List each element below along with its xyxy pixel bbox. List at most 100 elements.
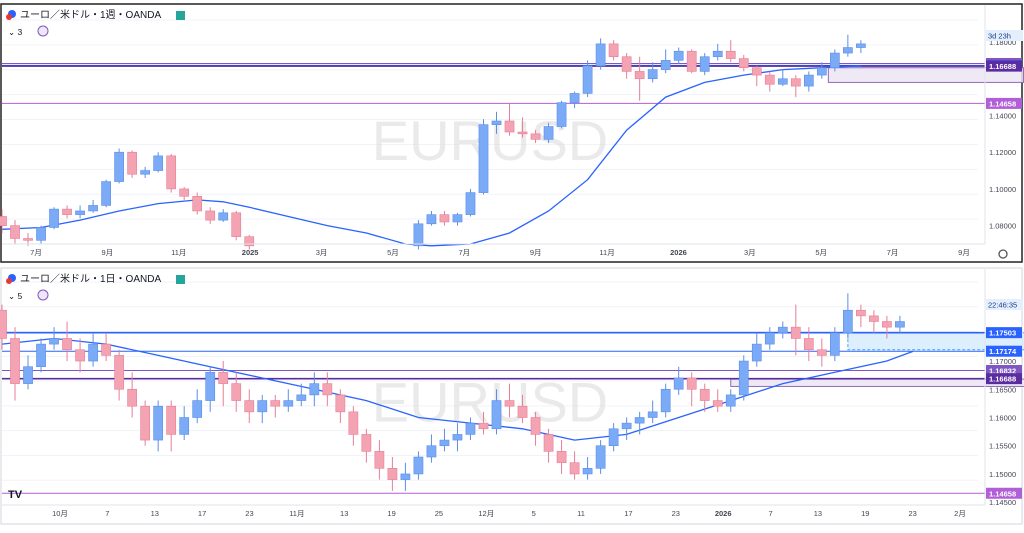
- candle-body: [23, 366, 33, 384]
- candle-body: [569, 462, 580, 475]
- market-status-icon[interactable]: [176, 11, 185, 20]
- candle: [517, 394, 528, 424]
- chart-title[interactable]: ユーロ／米ドル・1日・OANDA: [20, 272, 161, 285]
- candle-body: [491, 400, 502, 430]
- candle: [790, 75, 801, 98]
- candle: [569, 91, 580, 109]
- price-label-badge: [986, 487, 1022, 499]
- candle-body: [179, 417, 190, 435]
- candle-body: [127, 388, 137, 407]
- indicator-toggle[interactable]: ⌄ 5: [8, 291, 22, 301]
- candle: [348, 406, 359, 446]
- chart-title[interactable]: ユーロ／米ドル・1週・OANDA: [20, 8, 161, 21]
- x-tick-label: 7: [768, 509, 772, 518]
- candle: [49, 207, 59, 230]
- candle: [673, 366, 684, 395]
- candle-body: [556, 102, 567, 127]
- candle: [465, 188, 476, 217]
- candle-body: [504, 120, 515, 133]
- candle-body: [348, 411, 359, 435]
- candle: [127, 150, 137, 178]
- candle-body: [699, 56, 710, 72]
- candle-body: [608, 428, 619, 447]
- candle-body: [452, 434, 463, 441]
- price-label: 1.16688: [989, 62, 1016, 71]
- candle-body: [452, 214, 463, 223]
- x-tick-label: 11: [577, 509, 585, 518]
- replay-icon[interactable]: [37, 25, 49, 37]
- candle-body: [166, 155, 177, 190]
- candle-body: [205, 372, 216, 401]
- candle-body: [882, 321, 892, 328]
- candle: [192, 389, 203, 424]
- candle-body: [413, 223, 424, 247]
- x-tick-label: 9月: [102, 248, 114, 257]
- replay-icon[interactable]: [37, 289, 49, 301]
- candle-body: [10, 338, 20, 384]
- candle: [777, 69, 788, 87]
- candle: [166, 400, 177, 452]
- candle: [621, 53, 632, 79]
- candle-body: [582, 468, 593, 475]
- candle: [856, 40, 866, 54]
- candle: [426, 210, 437, 226]
- candle: [153, 152, 164, 173]
- candle: [62, 205, 72, 219]
- market-status-icon[interactable]: [176, 275, 185, 284]
- candle-body: [686, 377, 697, 390]
- settings-gear-icon[interactable]: [998, 249, 1008, 259]
- candle-body: [387, 468, 398, 480]
- candle: [725, 40, 736, 63]
- candle-body: [569, 93, 580, 103]
- candle: [816, 62, 827, 79]
- candle-body: [725, 394, 736, 407]
- candle-body: [556, 451, 567, 463]
- candle-body: [192, 195, 203, 212]
- candle-body: [0, 309, 7, 339]
- candle-body: [439, 214, 450, 223]
- y-tick-label: 1.08000: [989, 222, 1016, 231]
- candle-body: [205, 210, 216, 221]
- candle: [582, 60, 593, 98]
- candle: [296, 383, 307, 407]
- candle: [374, 440, 385, 480]
- candle: [595, 440, 606, 474]
- candle: [869, 310, 879, 333]
- candle: [205, 366, 216, 412]
- candle-body: [517, 405, 528, 418]
- candle: [23, 355, 33, 390]
- candle: [712, 389, 723, 412]
- y-tick-label: 1.16500: [989, 385, 1016, 394]
- x-tick-label: 9月: [958, 248, 970, 257]
- candle: [452, 423, 463, 452]
- candle-body: [660, 388, 671, 413]
- supply-zone-purple: [730, 378, 1024, 387]
- indicator-toggle[interactable]: ⌄ 3: [8, 27, 22, 37]
- candle-body: [608, 43, 619, 58]
- candle: [803, 327, 814, 362]
- candle: [543, 428, 554, 463]
- candle-body: [166, 405, 177, 435]
- candle: [478, 411, 489, 435]
- candle-body: [49, 208, 59, 228]
- candle-body: [738, 58, 749, 69]
- candle: [725, 389, 736, 412]
- candle-body: [374, 451, 385, 469]
- candle: [751, 65, 762, 87]
- candle-body: [88, 205, 98, 212]
- price-label: 1.17503: [989, 329, 1016, 338]
- candle-body: [634, 417, 645, 424]
- candle-body: [140, 405, 151, 441]
- candle: [790, 304, 801, 356]
- y-tick-label: 1.12000: [989, 148, 1016, 157]
- candle: [127, 372, 137, 418]
- candle: [75, 338, 85, 373]
- candle: [686, 372, 697, 407]
- candle: [10, 220, 20, 244]
- x-tick-label: 7: [105, 509, 109, 518]
- candle: [101, 332, 111, 362]
- candle: [192, 192, 203, 215]
- candle: [608, 423, 619, 452]
- candle: [843, 34, 853, 57]
